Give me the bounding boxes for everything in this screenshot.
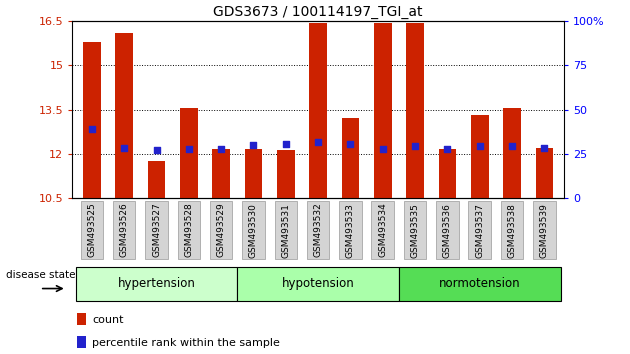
Point <box>410 143 420 149</box>
Bar <box>115 33 133 198</box>
Point <box>248 142 258 147</box>
FancyBboxPatch shape <box>210 201 232 259</box>
Text: GSM493536: GSM493536 <box>443 202 452 258</box>
Point <box>507 143 517 149</box>
FancyBboxPatch shape <box>436 201 459 259</box>
Text: GSM493529: GSM493529 <box>217 203 226 257</box>
Point <box>539 145 549 150</box>
Text: GSM493538: GSM493538 <box>508 202 517 258</box>
FancyBboxPatch shape <box>339 201 362 259</box>
Text: GSM493528: GSM493528 <box>185 203 193 257</box>
Text: GSM493525: GSM493525 <box>88 203 96 257</box>
Text: normotension: normotension <box>439 277 520 290</box>
FancyBboxPatch shape <box>275 201 297 259</box>
FancyBboxPatch shape <box>145 201 168 259</box>
Point <box>378 146 388 152</box>
Bar <box>77 336 86 348</box>
FancyBboxPatch shape <box>372 201 394 259</box>
Bar <box>374 23 392 198</box>
FancyBboxPatch shape <box>242 201 265 259</box>
Text: count: count <box>92 315 123 325</box>
Point <box>475 143 485 149</box>
Text: GSM493533: GSM493533 <box>346 202 355 258</box>
Point <box>345 141 355 147</box>
Text: GSM493539: GSM493539 <box>540 202 549 258</box>
Bar <box>406 23 424 198</box>
Text: GSM493532: GSM493532 <box>314 203 323 257</box>
Bar <box>77 313 86 325</box>
Bar <box>212 149 230 198</box>
FancyBboxPatch shape <box>238 267 399 301</box>
Bar <box>277 150 295 198</box>
Bar <box>309 23 327 198</box>
FancyBboxPatch shape <box>178 201 200 259</box>
Point <box>313 139 323 144</box>
Bar <box>536 148 553 198</box>
Point <box>281 141 291 147</box>
Bar <box>503 108 521 198</box>
FancyBboxPatch shape <box>81 201 103 259</box>
FancyBboxPatch shape <box>501 201 524 259</box>
Text: GSM493527: GSM493527 <box>152 203 161 257</box>
Text: disease state: disease state <box>6 270 76 280</box>
Point <box>87 126 97 132</box>
Point <box>184 146 194 152</box>
FancyBboxPatch shape <box>469 201 491 259</box>
Text: GSM493535: GSM493535 <box>411 202 420 258</box>
Text: hypertension: hypertension <box>118 277 195 290</box>
Point <box>216 146 226 152</box>
Text: GSM493534: GSM493534 <box>378 203 387 257</box>
Bar <box>244 149 262 198</box>
Text: GSM493530: GSM493530 <box>249 202 258 258</box>
Bar <box>147 161 166 198</box>
FancyBboxPatch shape <box>404 201 427 259</box>
Bar <box>341 118 359 198</box>
Point <box>151 148 161 153</box>
FancyBboxPatch shape <box>399 267 561 301</box>
FancyBboxPatch shape <box>76 267 238 301</box>
FancyBboxPatch shape <box>307 201 329 259</box>
Bar <box>471 115 489 198</box>
Point <box>119 145 129 150</box>
Text: GSM493537: GSM493537 <box>475 202 484 258</box>
Text: hypotension: hypotension <box>282 277 355 290</box>
Title: GDS3673 / 100114197_TGI_at: GDS3673 / 100114197_TGI_at <box>214 5 423 19</box>
Bar <box>438 149 456 198</box>
Bar <box>83 42 101 198</box>
Bar <box>180 108 198 198</box>
Text: percentile rank within the sample: percentile rank within the sample <box>92 338 280 348</box>
Point <box>442 146 452 152</box>
Text: GSM493531: GSM493531 <box>282 202 290 258</box>
FancyBboxPatch shape <box>533 201 556 259</box>
Text: GSM493526: GSM493526 <box>120 203 129 257</box>
FancyBboxPatch shape <box>113 201 135 259</box>
